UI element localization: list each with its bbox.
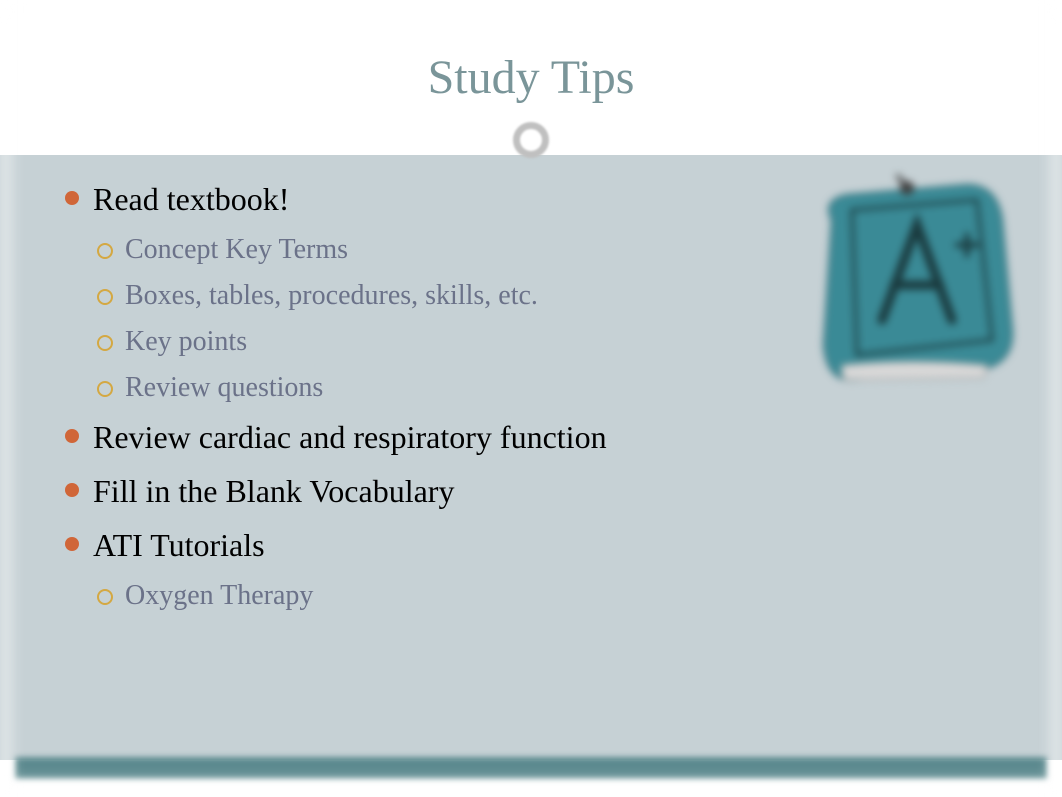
blur-edge xyxy=(0,0,1062,20)
blur-edge xyxy=(0,772,1062,797)
blur-edge xyxy=(1042,0,1062,797)
list-item: ATI Tutorials xyxy=(65,521,997,569)
list-item: Review cardiac and respiratory function xyxy=(65,413,997,461)
blur-edge xyxy=(0,0,20,797)
list-item: Fill in the Blank Vocabulary xyxy=(65,467,997,515)
aplus-grade-icon xyxy=(802,170,1022,385)
list-item: Oxygen Therapy xyxy=(97,575,997,617)
binder-ring-icon xyxy=(513,122,549,158)
slide-container: Study Tips Read textbook! Concept Key Te… xyxy=(0,0,1062,797)
slide-title: Study Tips xyxy=(428,50,635,105)
